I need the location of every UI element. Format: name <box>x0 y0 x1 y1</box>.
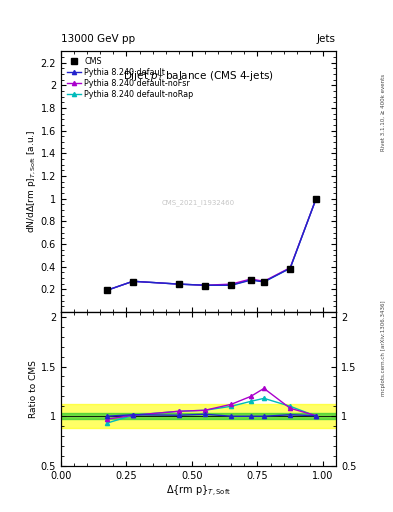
Pythia 8.240 default-noRap <box>288 265 292 271</box>
X-axis label: $\Delta\{$rm p$\}_{T,\rm Soft}$: $\Delta\{$rm p$\}_{T,\rm Soft}$ <box>166 483 231 499</box>
Y-axis label: dN/d$\Delta$[rm p]$_{T,\rm Soft}$ [a.u.]: dN/d$\Delta$[rm p]$_{T,\rm Soft}$ [a.u.] <box>25 130 38 233</box>
Pythia 8.240 default-noRap <box>176 281 181 287</box>
Pythia 8.240 default-noRap <box>105 287 109 293</box>
Bar <box>61 413 336 419</box>
Pythia 8.240 default-noFsr <box>288 265 292 271</box>
Line: Pythia 8.240 default-noFsr: Pythia 8.240 default-noFsr <box>105 196 318 292</box>
Pythia 8.240 default-noFsr <box>176 281 181 287</box>
Pythia 8.240 default-noRap <box>248 276 253 283</box>
Pythia 8.240 default <box>229 282 233 288</box>
Legend: CMS, Pythia 8.240 default, Pythia 8.240 default-noFsr, Pythia 8.240 default-noRa: CMS, Pythia 8.240 default, Pythia 8.240 … <box>65 55 195 100</box>
Text: mcplots.cern.ch [arXiv:1306.3436]: mcplots.cern.ch [arXiv:1306.3436] <box>381 301 386 396</box>
Y-axis label: Ratio to CMS: Ratio to CMS <box>29 360 38 418</box>
CMS <box>248 277 253 283</box>
CMS <box>262 279 266 285</box>
Text: Dijet $p_T$ balance (CMS 4-jets): Dijet $p_T$ balance (CMS 4-jets) <box>123 70 274 83</box>
Pythia 8.240 default-noFsr <box>229 281 233 287</box>
Text: Jets: Jets <box>317 33 336 44</box>
Pythia 8.240 default <box>288 265 292 271</box>
CMS <box>130 279 135 285</box>
CMS <box>105 287 109 293</box>
Pythia 8.240 default-noRap <box>262 279 266 285</box>
Line: Pythia 8.240 default: Pythia 8.240 default <box>105 196 318 292</box>
Text: 13000 GeV pp: 13000 GeV pp <box>61 33 135 44</box>
CMS <box>176 281 181 287</box>
Line: CMS: CMS <box>104 196 319 293</box>
Pythia 8.240 default-noFsr <box>105 287 109 293</box>
Pythia 8.240 default-noRap <box>130 278 135 284</box>
CMS <box>288 266 292 272</box>
CMS <box>229 282 233 288</box>
Pythia 8.240 default-noRap <box>314 195 319 201</box>
Pythia 8.240 default <box>203 282 208 288</box>
CMS <box>314 196 319 202</box>
Line: Pythia 8.240 default-noRap: Pythia 8.240 default-noRap <box>105 196 318 292</box>
Pythia 8.240 default-noRap <box>229 282 233 288</box>
Pythia 8.240 default-noRap <box>203 282 208 288</box>
Text: Rivet 3.1.10, ≥ 400k events: Rivet 3.1.10, ≥ 400k events <box>381 74 386 151</box>
Pythia 8.240 default <box>105 287 109 293</box>
Pythia 8.240 default <box>248 277 253 283</box>
Pythia 8.240 default <box>314 195 319 201</box>
Pythia 8.240 default-noFsr <box>262 278 266 284</box>
Text: CMS_2021_I1932460: CMS_2021_I1932460 <box>162 199 235 206</box>
Pythia 8.240 default-noFsr <box>248 276 253 282</box>
Pythia 8.240 default-noFsr <box>130 278 135 284</box>
Pythia 8.240 default <box>130 278 135 284</box>
Pythia 8.240 default-noFsr <box>314 195 319 201</box>
Bar <box>61 404 336 428</box>
Pythia 8.240 default <box>262 279 266 285</box>
CMS <box>203 283 208 289</box>
Pythia 8.240 default <box>176 281 181 287</box>
Pythia 8.240 default-noFsr <box>203 282 208 288</box>
